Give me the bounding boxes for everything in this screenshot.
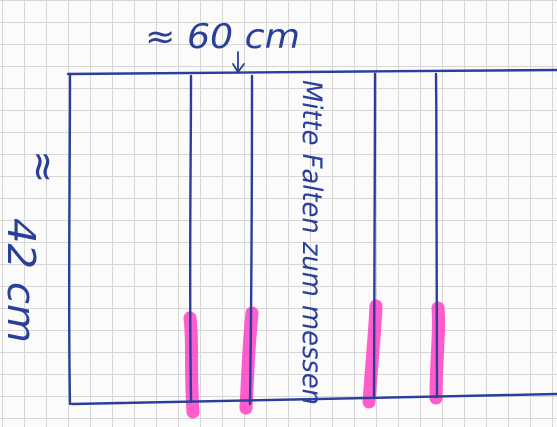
fold-line-1 [188,74,193,404]
fold-lines [188,72,439,406]
width-arrow [232,51,245,74]
width-label: ≈ 60 cm [145,17,300,57]
fold-line-3 [372,72,377,400]
top-edge [66,68,557,76]
height-approx-sign: ≈ [20,150,66,184]
bottom-edge [70,392,557,406]
vertical-note: Mitte Falten zum messen [296,80,327,405]
arrow-head [232,63,245,74]
left-edge [67,72,72,406]
fold-line-4 [434,72,439,399]
height-label: 42 cm [0,218,43,343]
sheet-outline [66,68,557,406]
fold-line-2 [248,74,254,406]
